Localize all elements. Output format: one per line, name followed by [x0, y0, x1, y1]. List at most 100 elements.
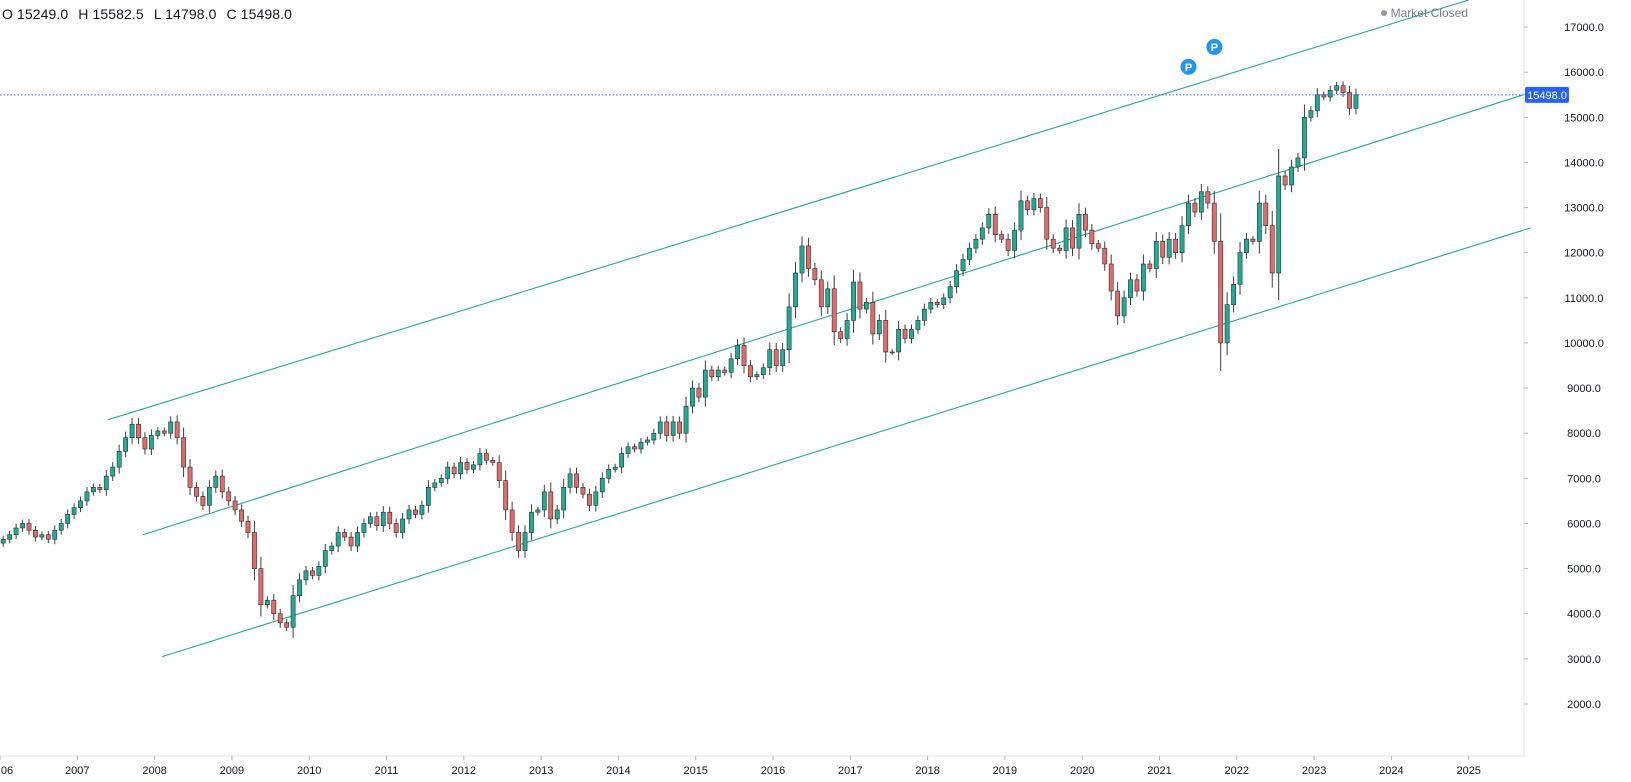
candle-body-up — [445, 466, 451, 479]
candle-body-up — [78, 500, 83, 508]
marker-1[interactable]: P — [1180, 58, 1197, 75]
channel-line-2[interactable] — [142, 91, 1531, 536]
candle — [161, 427, 167, 437]
status-dot-icon — [1380, 10, 1387, 16]
candle — [947, 281, 953, 304]
marker-2[interactable]: P — [1206, 38, 1223, 55]
candle-body-down — [1218, 241, 1224, 344]
x-tick-label: 2025 — [1456, 765, 1480, 777]
candle-body-up — [406, 509, 412, 520]
candle-body-up — [1179, 225, 1185, 253]
candle — [181, 427, 186, 478]
candle — [554, 504, 560, 524]
candle — [741, 337, 747, 374]
candle-body-up — [380, 511, 386, 527]
candle — [677, 416, 682, 439]
markers[interactable]: PP — [1180, 38, 1223, 75]
candle-body-down — [1347, 92, 1352, 109]
candle-body-up — [13, 527, 19, 536]
candle — [1340, 81, 1346, 97]
candle-body-down — [483, 453, 489, 461]
candle-body-down — [187, 466, 193, 488]
candle-body-down — [252, 532, 257, 569]
candle-body-up — [921, 308, 927, 321]
candle-body-up — [213, 475, 219, 488]
candle — [155, 427, 161, 440]
candle-body-down — [748, 365, 753, 378]
candle — [593, 485, 599, 512]
candle — [406, 504, 412, 524]
candle-body-up — [619, 453, 625, 468]
x-tick-label: 2007 — [65, 765, 89, 777]
candle-body-up — [799, 245, 805, 274]
candle — [252, 520, 257, 581]
candle — [1244, 233, 1249, 259]
candle — [619, 447, 625, 474]
candle — [702, 360, 708, 407]
y-tick-label: 6000.0 — [1567, 518, 1601, 530]
candle-body-up — [1256, 202, 1262, 242]
candle — [471, 460, 476, 474]
candle-body-down — [464, 462, 470, 470]
candle-body-down — [277, 613, 283, 624]
candle — [425, 480, 431, 513]
y-tick-label: 2000.0 — [1567, 699, 1601, 711]
candle — [883, 309, 889, 363]
candle — [799, 236, 805, 283]
candle-body-up — [1308, 110, 1314, 118]
candle — [458, 457, 463, 480]
candle-body-up — [606, 469, 612, 479]
candle-body-up — [967, 247, 972, 260]
candle — [632, 443, 637, 453]
channel-line-1[interactable] — [108, 0, 1469, 421]
candle-body-up — [129, 423, 135, 439]
candle-body-up — [116, 450, 122, 468]
candle — [915, 315, 921, 335]
candle-body-up — [928, 302, 934, 310]
candle-body-down — [271, 599, 277, 615]
candle-body-up — [593, 491, 599, 506]
candle-body-down — [548, 491, 554, 520]
candle — [1089, 224, 1095, 250]
candle-body-up — [644, 439, 650, 443]
candle-body-down — [580, 487, 586, 495]
candle-body-down — [200, 496, 206, 506]
candle — [26, 519, 32, 535]
candle — [516, 525, 521, 558]
candle — [342, 528, 348, 541]
candle-body-up — [1128, 279, 1133, 299]
marker-label: P — [1185, 62, 1192, 74]
y-tick-label: 3000.0 — [1567, 654, 1601, 666]
candle — [20, 519, 25, 532]
candle-body-down — [999, 234, 1005, 240]
candle-body-up — [1231, 283, 1236, 305]
price-axis[interactable]: 2000.0 3000.0 4000.0 5000.0 6000.0 7000.0 8000… — [1524, 22, 1604, 711]
time-axis[interactable]: 06 2007 2008 2009 2010 2011 2012 2013 2014 2015 20… — [0, 756, 1481, 777]
candle — [992, 206, 998, 243]
candle — [599, 472, 605, 498]
x-tick-label: 2009 — [220, 765, 244, 777]
candle-body-down — [773, 349, 779, 366]
candle — [168, 416, 174, 439]
candle-body-down — [812, 268, 818, 281]
candle-body-up — [148, 435, 154, 450]
candle — [58, 519, 64, 535]
candle — [503, 470, 509, 520]
x-tick-label: 2024 — [1379, 765, 1403, 777]
y-tick-label: 15000.0 — [1564, 112, 1604, 124]
candle — [1160, 234, 1166, 264]
candle-body-up — [84, 491, 90, 502]
candle-body-up — [1295, 157, 1301, 168]
channel-line-3[interactable] — [162, 227, 1531, 658]
candle-body-up — [909, 329, 914, 339]
candle — [793, 261, 798, 319]
candle-body-down — [516, 532, 521, 551]
ohlc-legend: O 15249.0 H 15582.5 L 14798.0 C 15498.0 — [2, 6, 302, 22]
candle — [786, 293, 792, 364]
y-tick-label: 10000.0 — [1564, 338, 1604, 350]
candle-body-down — [1057, 247, 1063, 251]
candle — [206, 480, 212, 513]
candle — [65, 509, 71, 529]
candle-body-up — [947, 286, 953, 299]
